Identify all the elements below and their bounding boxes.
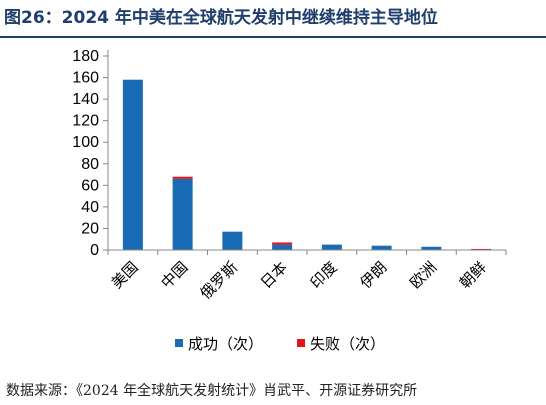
x-category-label: 欧洲: [406, 258, 440, 292]
x-category-label: 中国: [158, 258, 192, 292]
x-category-label: 美国: [108, 258, 142, 292]
x-axis: 美国 中国 俄罗斯 日本 印度 伊朗 欧洲 朝鲜: [107, 249, 507, 303]
bar-success: [222, 231, 243, 250]
bar-success: [421, 246, 442, 250]
figure-title: 图26：2024 年中美在全球航天发射中继续维持主导地位: [4, 8, 438, 28]
x-category-label: 印度: [307, 258, 341, 292]
bar-chart: 0 20 40 60 80 100 120 140 160 180 美国 中国 俄罗斯 日本 印度 伊朗 欧洲…: [72, 48, 507, 353]
bar-success: [371, 245, 392, 250]
y-tick-label: 40: [81, 199, 99, 216]
legend-swatch: [297, 339, 305, 347]
bar-failure: [172, 176, 193, 179]
y-tick-label: 180: [72, 48, 99, 65]
y-tick-label: 20: [81, 220, 99, 237]
bar-failure: [471, 248, 492, 250]
legend-label: 成功（次）: [188, 335, 263, 353]
x-category-label: 朝鲜: [456, 258, 490, 292]
y-tick-label: 160: [72, 70, 99, 87]
legend: 成功（次） 失败（次）: [175, 335, 385, 353]
bars: [122, 79, 492, 250]
y-tick-label: 0: [90, 242, 99, 259]
legend-swatch: [175, 339, 183, 347]
legend-label: 失败（次）: [310, 335, 385, 353]
y-tick-label: 100: [72, 134, 99, 151]
x-category-label: 俄罗斯: [197, 258, 242, 303]
y-tick-label: 60: [81, 177, 99, 194]
source-note: 数据来源：《2024 年全球航天发射统计》肖武平、开源证券研究所: [6, 383, 418, 399]
title-underline: [0, 36, 546, 38]
y-tick-label: 140: [72, 91, 99, 108]
x-category-label: 伊朗: [357, 258, 391, 292]
bar-success: [272, 244, 293, 250]
bar-success: [172, 178, 193, 250]
y-axis: 0 20 40 60 80 100 120 140 160 180: [72, 48, 109, 259]
bar-success: [321, 244, 342, 250]
y-tick-label: 120: [72, 113, 99, 130]
bar-success: [122, 79, 143, 250]
x-category-label: 日本: [257, 258, 291, 292]
y-tick-label: 80: [81, 156, 99, 173]
bar-failure: [272, 242, 293, 245]
